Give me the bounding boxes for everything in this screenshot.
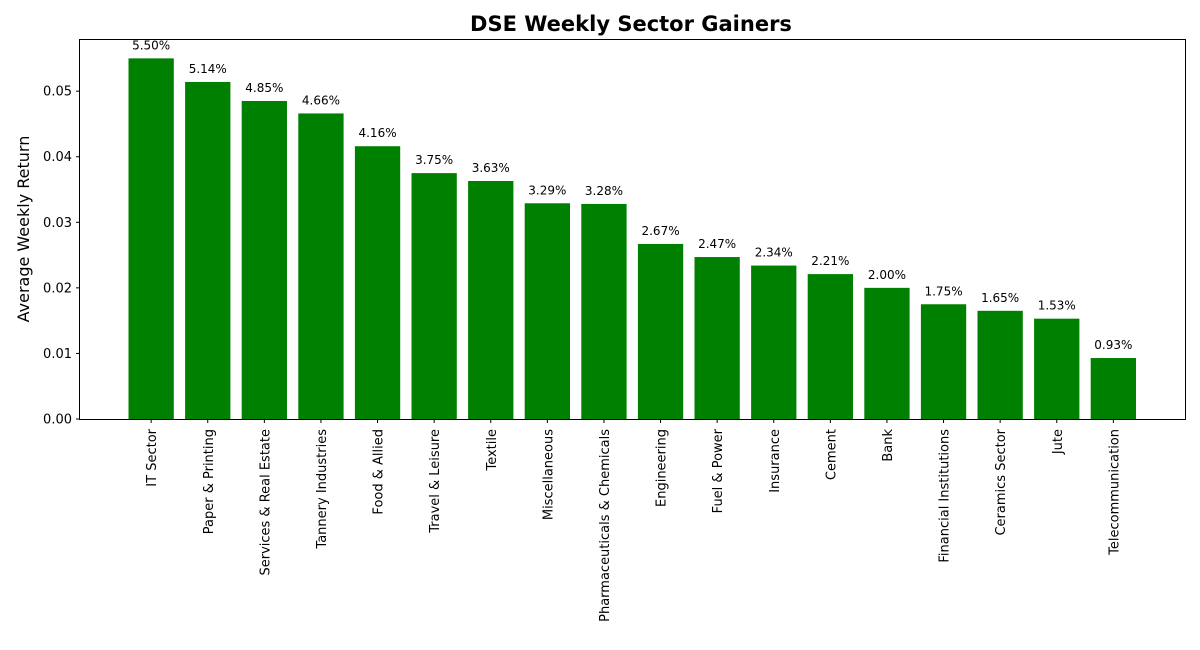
bar-10 bbox=[694, 257, 740, 419]
data-label-15: 1.65% bbox=[981, 291, 1019, 305]
data-label-12: 2.21% bbox=[811, 254, 849, 268]
x-tick-label-5: Travel & Leisure bbox=[428, 429, 443, 534]
bar-12 bbox=[807, 274, 853, 419]
x-tick-label-11: Insurance bbox=[768, 429, 783, 493]
bar-15 bbox=[977, 310, 1023, 419]
bar-7 bbox=[524, 203, 570, 419]
data-label-6: 3.63% bbox=[472, 161, 510, 175]
x-tick-label-4: Food & Allied bbox=[372, 429, 387, 515]
data-label-9: 2.67% bbox=[641, 224, 679, 238]
data-label-1: 5.14% bbox=[189, 62, 227, 76]
x-tick-label-16: Jute bbox=[1051, 429, 1066, 455]
chart-title: DSE Weekly Sector Gainers bbox=[470, 12, 792, 36]
y-axis-label: Average Weekly Return bbox=[14, 136, 33, 323]
x-tick-label-17: Telecommunication bbox=[1107, 429, 1122, 556]
y-axis: 0.00 0.01 0.02 0.03 0.04 0.05 bbox=[43, 85, 80, 428]
bar-16 bbox=[1034, 318, 1080, 419]
bar-13 bbox=[864, 287, 910, 419]
x-tick-label-1: Paper & Printing bbox=[202, 429, 217, 534]
bar-6 bbox=[468, 180, 514, 419]
data-label-8: 3.28% bbox=[585, 184, 623, 198]
bar-5 bbox=[411, 173, 457, 419]
x-tick-label-3: Tannery Industries bbox=[315, 429, 330, 550]
x-tick-label-9: Engineering bbox=[655, 429, 670, 507]
bar-9 bbox=[637, 243, 684, 419]
y-tick-label-3: 0.03 bbox=[43, 216, 72, 231]
bar-1 bbox=[185, 81, 231, 420]
bar-4 bbox=[354, 146, 401, 419]
data-label-16: 1.53% bbox=[1038, 299, 1076, 313]
x-tick-label-14: Financial Institutions bbox=[938, 429, 953, 563]
data-label-11: 2.34% bbox=[755, 246, 793, 260]
data-label-0: 5.50% bbox=[132, 38, 170, 52]
bar-0 bbox=[128, 58, 174, 419]
plot-frame bbox=[79, 39, 1186, 420]
data-label-10: 2.47% bbox=[698, 237, 736, 251]
bar-17 bbox=[1090, 358, 1136, 419]
data-label-14: 1.75% bbox=[924, 284, 962, 298]
data-label-5: 3.75% bbox=[415, 153, 453, 167]
bar-11 bbox=[751, 265, 797, 419]
data-labels-group: 5.50% 5.14% 4.85% 4.66% 4.16% 3.75% 3.63% 3.29%… bbox=[132, 38, 1132, 352]
x-tick-label-7: Miscellaneous bbox=[541, 429, 556, 520]
y-tick-label-5: 0.05 bbox=[43, 85, 72, 100]
x-axis: IT Sector Paper & Printing Services & Real… bbox=[145, 419, 1122, 622]
data-label-7: 3.29% bbox=[528, 183, 566, 197]
y-tick-label-0: 0.00 bbox=[43, 413, 72, 428]
x-tick-label-6: Textile bbox=[485, 429, 500, 472]
bar-8 bbox=[581, 203, 627, 419]
data-label-13: 2.00% bbox=[868, 268, 906, 282]
y-tick-label-2: 0.02 bbox=[43, 281, 72, 296]
data-label-3: 4.66% bbox=[302, 93, 340, 107]
bar-3 bbox=[298, 113, 344, 419]
x-tick-label-13: Bank bbox=[881, 429, 896, 462]
x-tick-label-8: Pharmaceuticals & Chemicals bbox=[598, 429, 613, 622]
data-label-17: 0.93% bbox=[1094, 338, 1132, 352]
bars-group bbox=[128, 58, 1136, 420]
x-tick-label-2: Services & Real Estate bbox=[258, 429, 273, 576]
y-tick-label-1: 0.01 bbox=[43, 347, 72, 362]
x-tick-label-12: Cement bbox=[824, 429, 839, 480]
data-label-2: 4.85% bbox=[245, 81, 283, 95]
y-tick-label-4: 0.04 bbox=[43, 150, 72, 165]
x-tick-label-0: IT Sector bbox=[145, 428, 160, 486]
x-tick-label-10: Fuel & Power bbox=[711, 428, 726, 513]
bar-2 bbox=[241, 100, 287, 420]
x-tick-label-15: Ceramics Sector bbox=[994, 428, 1009, 535]
data-label-4: 4.16% bbox=[358, 126, 396, 140]
bar-14 bbox=[920, 304, 967, 419]
